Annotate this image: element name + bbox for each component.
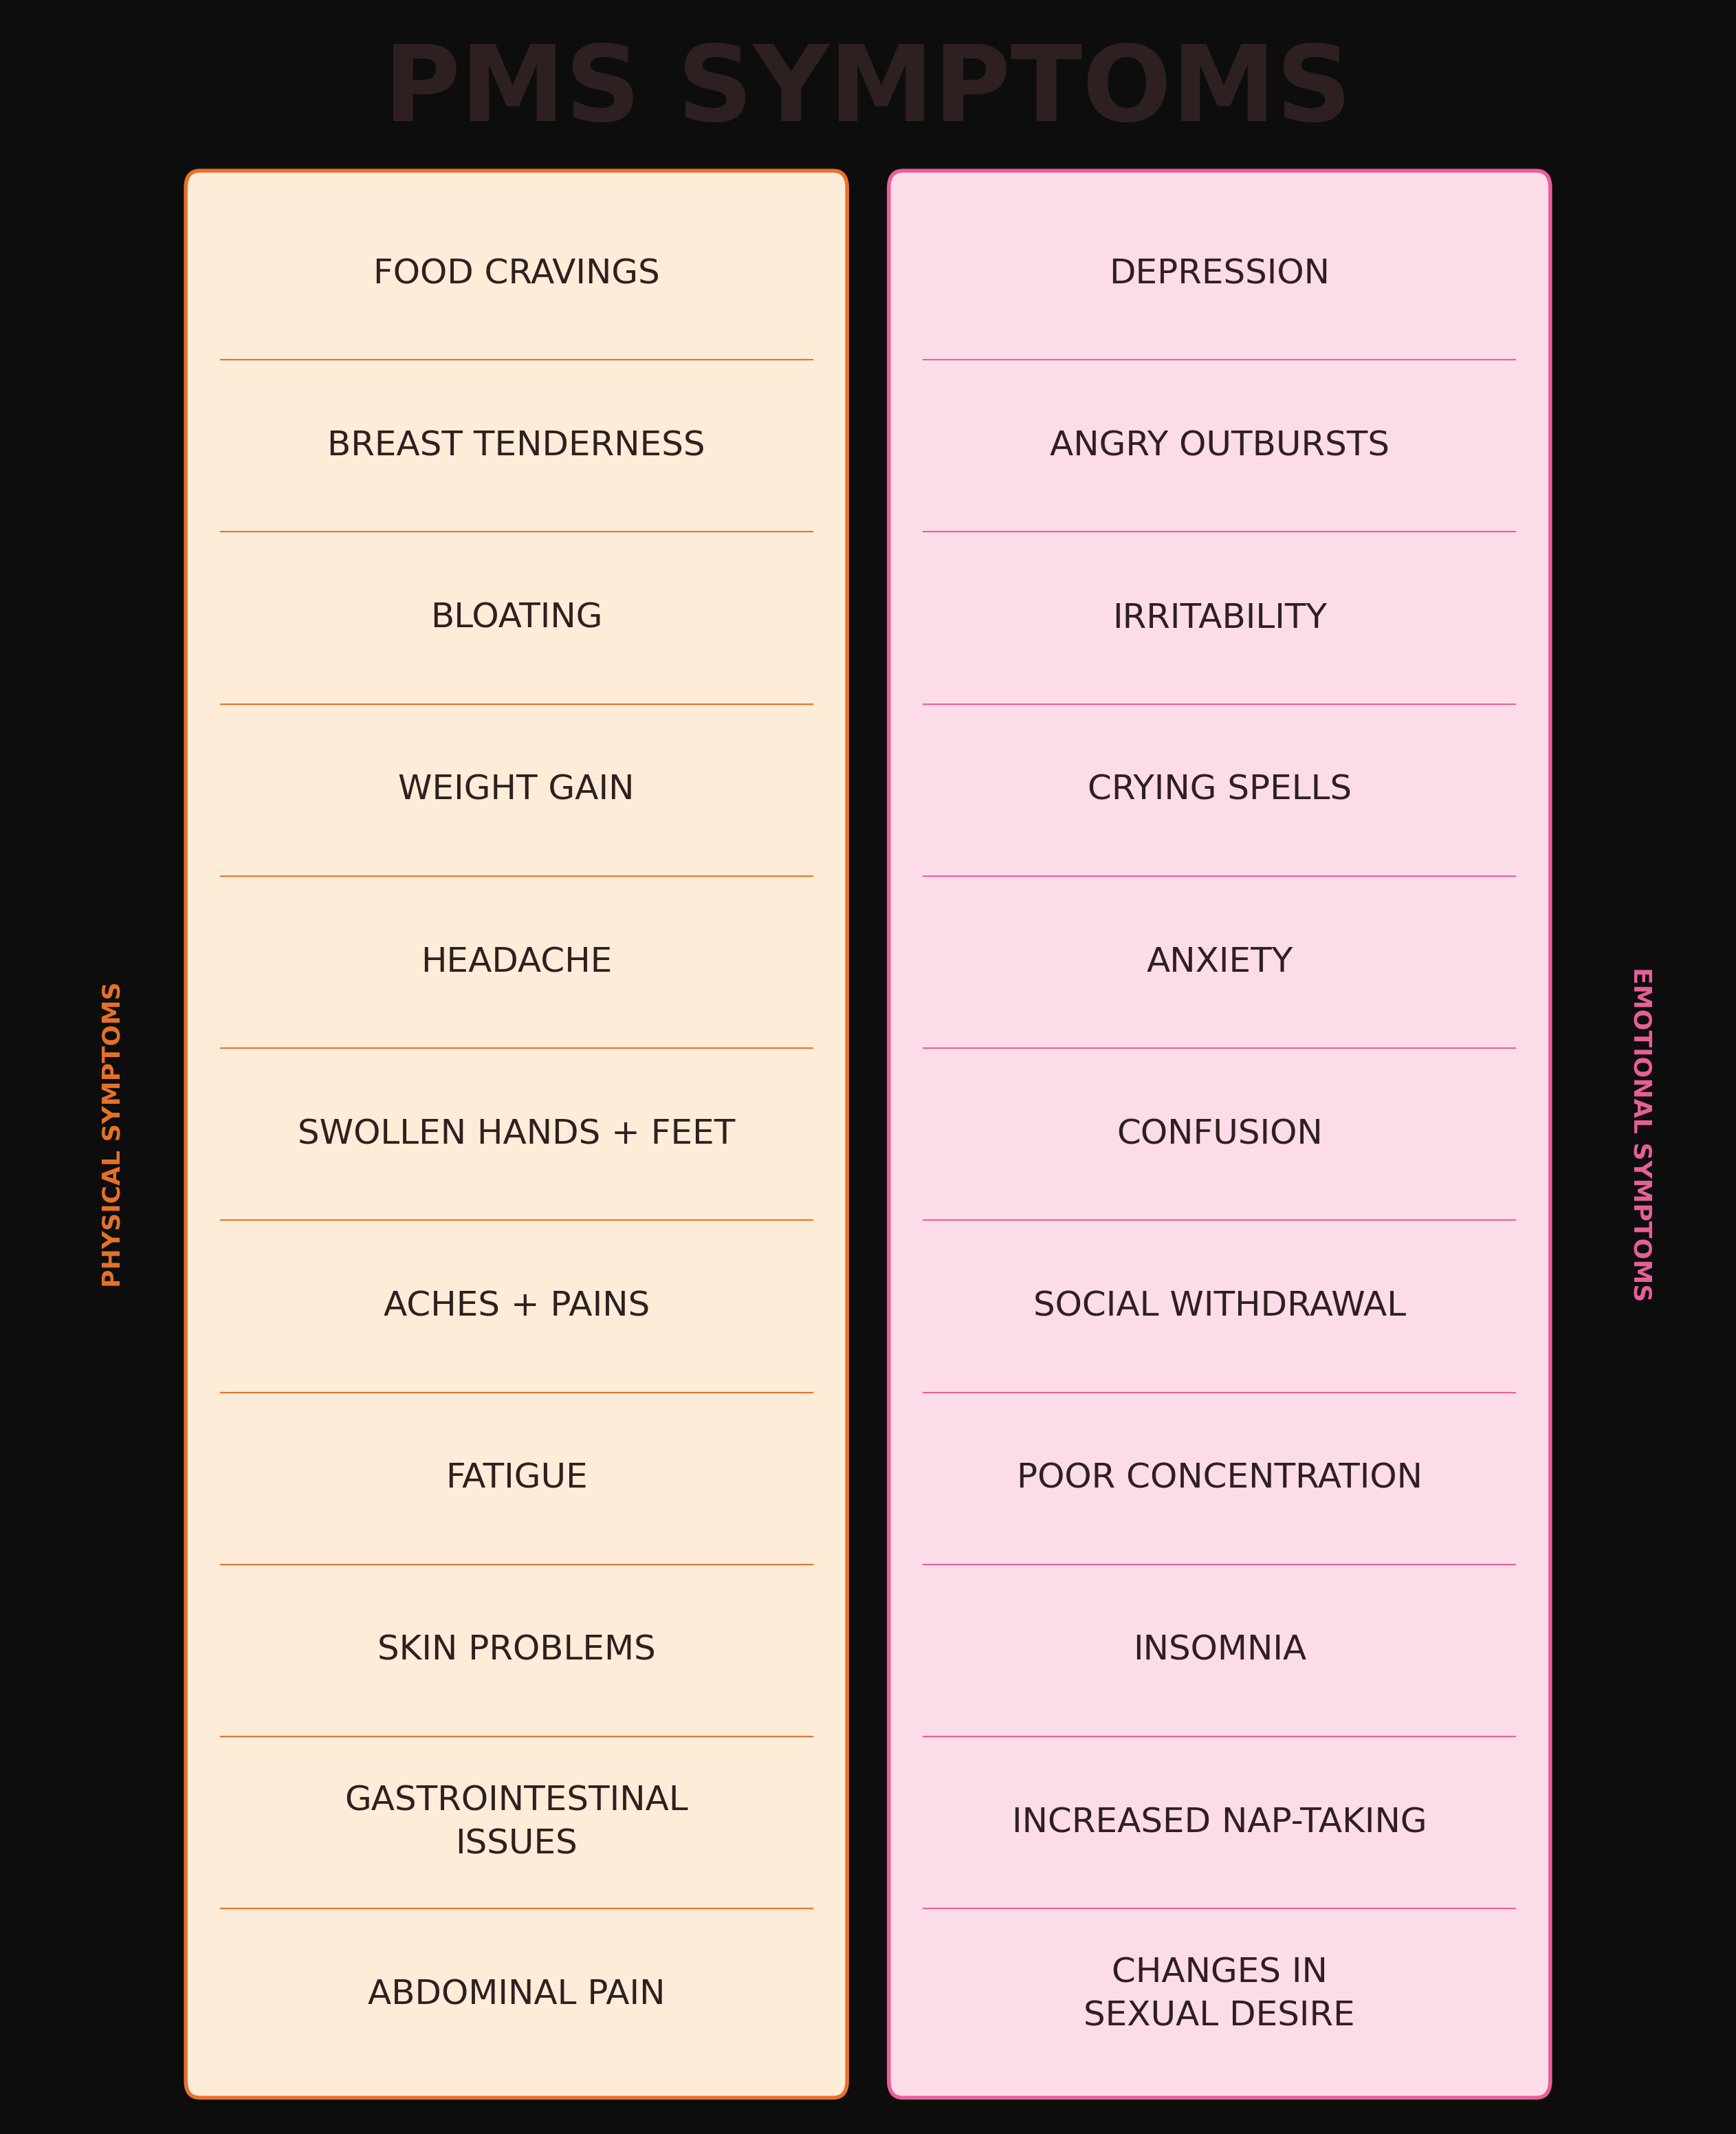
Text: SWOLLEN HANDS + FEET: SWOLLEN HANDS + FEET [297,1118,736,1150]
Text: INCREASED NAP-TAKING: INCREASED NAP-TAKING [1012,1805,1427,1840]
Text: ABDOMINAL PAIN: ABDOMINAL PAIN [368,1978,665,2010]
Text: FOOD CRAVINGS: FOOD CRAVINGS [373,258,660,290]
FancyBboxPatch shape [889,171,1550,2098]
Text: POOR CONCENTRATION: POOR CONCENTRATION [1017,1462,1422,1496]
Text: HEADACHE: HEADACHE [420,945,613,980]
Text: ANXIETY: ANXIETY [1146,945,1293,980]
Text: SOCIAL WITHDRAWAL: SOCIAL WITHDRAWAL [1033,1289,1406,1323]
Text: BLOATING: BLOATING [431,602,602,634]
Text: DEPRESSION: DEPRESSION [1109,258,1330,290]
Text: BREAST TENDERNESS: BREAST TENDERNESS [328,429,705,463]
Text: ANGRY OUTBURSTS: ANGRY OUTBURSTS [1050,429,1389,463]
Text: INSOMNIA: INSOMNIA [1134,1635,1305,1667]
Text: CRYING SPELLS: CRYING SPELLS [1087,773,1352,807]
Text: WEIGHT GAIN: WEIGHT GAIN [398,773,635,807]
Text: CHANGES IN
SEXUAL DESIRE: CHANGES IN SEXUAL DESIRE [1083,1957,1356,2034]
FancyBboxPatch shape [186,171,847,2098]
Text: GASTROINTESTINAL
ISSUES: GASTROINTESTINAL ISSUES [345,1784,687,1861]
Text: ACHES + PAINS: ACHES + PAINS [384,1289,649,1323]
Text: PHYSICAL SYMPTOMS: PHYSICAL SYMPTOMS [101,982,125,1287]
Text: CONFUSION: CONFUSION [1116,1118,1323,1150]
Text: IRRITABILITY: IRRITABILITY [1113,602,1326,634]
Text: SKIN PROBLEMS: SKIN PROBLEMS [377,1635,656,1667]
Text: EMOTIONAL SYMPTOMS: EMOTIONAL SYMPTOMS [1628,967,1653,1302]
Text: FATIGUE: FATIGUE [446,1462,587,1496]
Text: PMS SYMPTOMS: PMS SYMPTOMS [384,41,1352,143]
